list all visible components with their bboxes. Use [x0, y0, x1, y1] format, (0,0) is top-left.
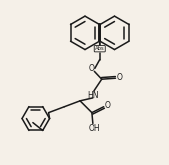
- Text: O: O: [117, 73, 123, 82]
- Text: O: O: [105, 101, 111, 110]
- Text: OH: OH: [89, 124, 101, 133]
- Text: O: O: [88, 64, 94, 73]
- Text: HN: HN: [87, 91, 99, 100]
- Text: Abs: Abs: [95, 46, 105, 51]
